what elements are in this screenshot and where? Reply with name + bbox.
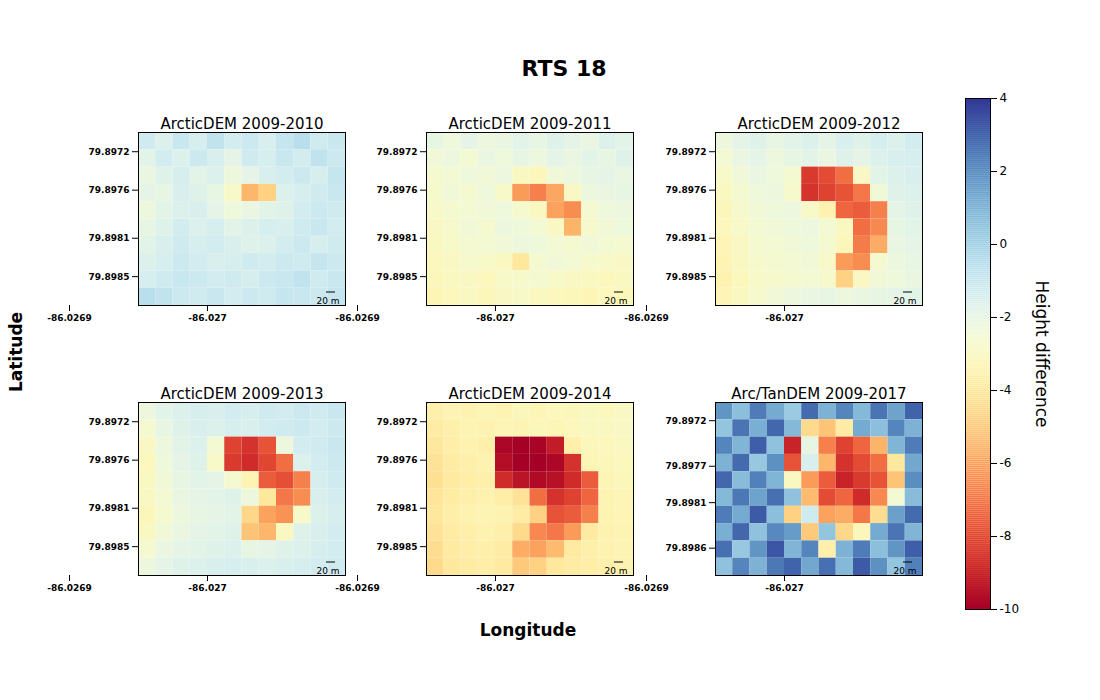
svg-text:-86.0269: -86.0269 bbox=[47, 583, 92, 593]
html-text:RTS 18: RTS 18 bbox=[521, 55, 607, 81]
svg-text:-86.027: -86.027 bbox=[188, 583, 226, 593]
svg-text:20 m: 20 m bbox=[316, 566, 339, 576]
svg-text:79.8977: 79.8977 bbox=[666, 461, 707, 471]
svg-text:20 m: 20 m bbox=[316, 296, 339, 306]
svg-text:-6: -6 bbox=[1000, 456, 1012, 470]
svg-text:20 m: 20 m bbox=[604, 566, 627, 576]
svg-text:-86.0269: -86.0269 bbox=[335, 583, 380, 593]
svg-text:ArcticDEM 2009-2014: ArcticDEM 2009-2014 bbox=[448, 385, 611, 403]
svg-text:79.8981: 79.8981 bbox=[666, 498, 707, 508]
svg-text:79.8976: 79.8976 bbox=[377, 455, 418, 465]
html-text:Longitude: Longitude bbox=[479, 620, 577, 640]
svg-text:2: 2 bbox=[1000, 164, 1008, 178]
svg-text:79.8976: 79.8976 bbox=[666, 185, 707, 195]
svg-text:79.8981: 79.8981 bbox=[89, 233, 130, 243]
svg-text:Arc/TanDEM 2009-2017: Arc/TanDEM 2009-2017 bbox=[731, 385, 906, 403]
svg-text:-86.027: -86.027 bbox=[765, 583, 803, 593]
svg-text:-86.027: -86.027 bbox=[476, 583, 514, 593]
svg-text:-86.0269: -86.0269 bbox=[335, 313, 380, 323]
svg-text:-86.027: -86.027 bbox=[765, 313, 803, 323]
svg-text:ArcticDEM 2009-2012: ArcticDEM 2009-2012 bbox=[737, 115, 900, 133]
svg-text:ArcticDEM 2009-2010: ArcticDEM 2009-2010 bbox=[160, 115, 323, 133]
svg-text:79.8981: 79.8981 bbox=[89, 503, 130, 513]
html-text:Height difference: Height difference bbox=[1032, 280, 1052, 428]
html-text:Latitude: Latitude bbox=[6, 311, 26, 393]
svg-text:79.8972: 79.8972 bbox=[377, 147, 418, 157]
svg-text:79.8986: 79.8986 bbox=[666, 543, 707, 553]
svg-text:ArcticDEM 2009-2013: ArcticDEM 2009-2013 bbox=[160, 385, 323, 403]
svg-text:-86.0269: -86.0269 bbox=[47, 313, 92, 323]
svg-text:-86.027: -86.027 bbox=[476, 313, 514, 323]
svg-text:0: 0 bbox=[1000, 237, 1008, 251]
svg-text:20 m: 20 m bbox=[893, 566, 916, 576]
svg-text:79.8976: 79.8976 bbox=[89, 455, 130, 465]
svg-text:79.8972: 79.8972 bbox=[89, 417, 130, 427]
svg-text:-2: -2 bbox=[1000, 310, 1012, 324]
svg-text:-4: -4 bbox=[1000, 383, 1012, 397]
svg-text:20 m: 20 m bbox=[893, 296, 916, 306]
svg-text:79.8976: 79.8976 bbox=[89, 185, 130, 195]
svg-text:79.8972: 79.8972 bbox=[666, 416, 707, 426]
svg-text:79.8985: 79.8985 bbox=[377, 542, 418, 552]
svg-text:4: 4 bbox=[1000, 91, 1008, 105]
svg-text:79.8981: 79.8981 bbox=[666, 233, 707, 243]
svg-text:79.8972: 79.8972 bbox=[377, 417, 418, 427]
svg-text:-86.0269: -86.0269 bbox=[624, 313, 669, 323]
svg-text:79.8981: 79.8981 bbox=[377, 503, 418, 513]
svg-text:ArcticDEM 2009-2011: ArcticDEM 2009-2011 bbox=[448, 115, 611, 133]
svg-text:-86.027: -86.027 bbox=[188, 313, 226, 323]
svg-text:79.8976: 79.8976 bbox=[377, 185, 418, 195]
svg-text:-8: -8 bbox=[1000, 529, 1012, 543]
svg-text:20 m: 20 m bbox=[604, 296, 627, 306]
svg-text:-10: -10 bbox=[1000, 602, 1020, 616]
svg-text:79.8985: 79.8985 bbox=[89, 272, 130, 282]
svg-text:79.8985: 79.8985 bbox=[666, 272, 707, 282]
svg-text:-86.0269: -86.0269 bbox=[624, 583, 669, 593]
svg-text:79.8981: 79.8981 bbox=[377, 233, 418, 243]
svg-text:79.8972: 79.8972 bbox=[89, 147, 130, 157]
svg-text:79.8985: 79.8985 bbox=[377, 272, 418, 282]
svg-text:79.8985: 79.8985 bbox=[89, 542, 130, 552]
svg-text:79.8972: 79.8972 bbox=[666, 147, 707, 157]
